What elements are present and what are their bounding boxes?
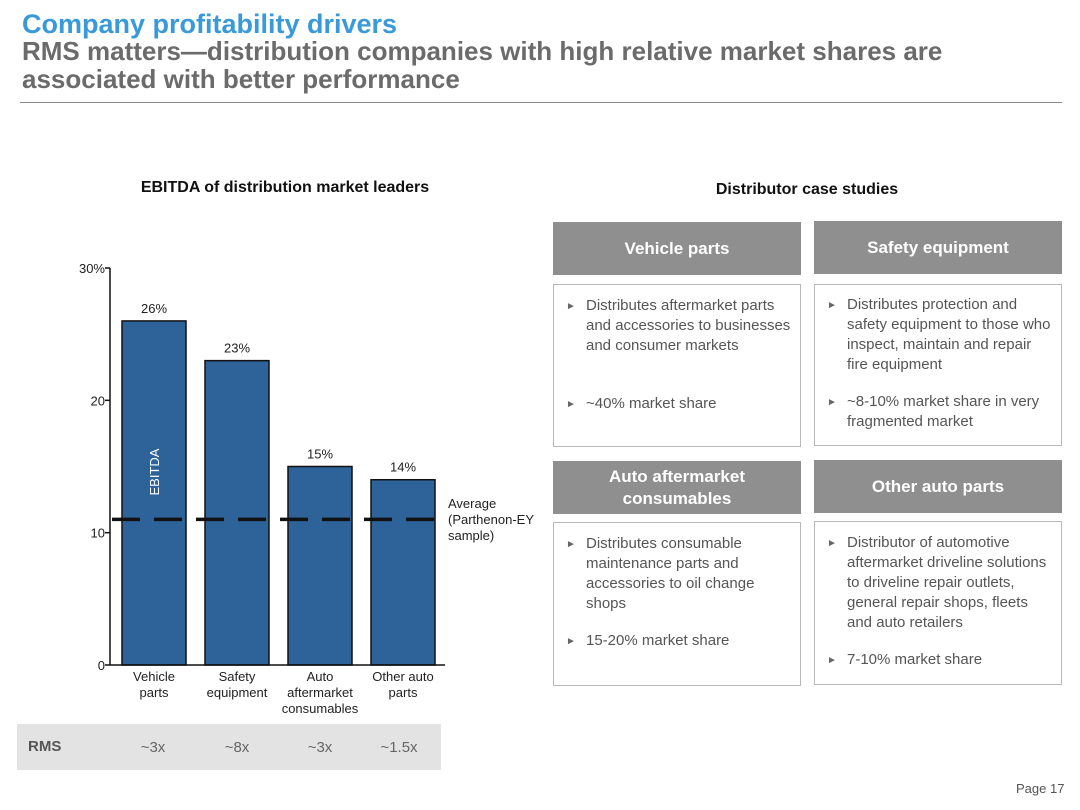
average-label: Average (Parthenon-EY sample) (448, 496, 534, 543)
page-title: Company profitability drivers (22, 9, 398, 39)
rms-band (17, 724, 441, 770)
data-label: 26% (141, 301, 167, 316)
triangle-right-icon: ► (827, 538, 837, 549)
x-tick-label: Auto aftermarket consumables (282, 669, 359, 716)
y-tick-label: 0 (98, 658, 105, 673)
case-header-auto-aftermarket-consumables: Auto aftermarket consumables (553, 461, 801, 514)
triangle-right-icon: ► (827, 655, 837, 666)
triangle-right-icon: ► (566, 539, 576, 550)
case-header-vehicle-parts: Vehicle parts (553, 222, 801, 275)
data-label: 15% (307, 447, 333, 462)
case-bullet: ► Distributes aftermarket parts and acce… (566, 297, 791, 354)
triangle-right-icon: ► (566, 399, 576, 410)
case-bullet: ► 7-10% market share (827, 650, 1055, 670)
x-tick-label: Vehicle parts (133, 669, 175, 700)
triangle-right-icon: ► (827, 397, 837, 408)
rms-value: ~3x (307, 739, 333, 756)
page-subtitle: RMS matters—distribution companies with … (22, 36, 943, 94)
case-bullet: ► ~8-10% market share in very fragmented… (827, 393, 1040, 430)
rms-value: ~8x (224, 739, 250, 756)
case-bullet: ► ~40% market share (566, 394, 794, 414)
case-bullet: ► Distributes protection and safety equi… (827, 296, 1051, 373)
triangle-right-icon: ► (827, 300, 837, 311)
case-bullet: ► 15-20% market share (566, 631, 794, 651)
rms-value: ~3x (140, 739, 166, 756)
chart-title: EBITDA of distribution market leaders (140, 179, 430, 196)
title-divider (20, 102, 1062, 103)
triangle-right-icon: ► (566, 301, 576, 312)
case-header-other-auto-parts: Other auto parts (814, 460, 1062, 513)
case-header-safety-equipment: Safety equipment (814, 221, 1062, 274)
y-tick-label: 30% (79, 261, 105, 276)
bar (121, 320, 187, 666)
data-label: 23% (224, 341, 250, 356)
bar (287, 465, 353, 666)
case-bullet: ► Distributor of automotive aftermarket … (827, 534, 1047, 631)
case-box-other-auto-parts: ► Distributor of automotive aftermarket … (814, 521, 1062, 685)
x-tick-label: Safety equipment (207, 669, 268, 700)
x-tick-label: Other auto parts (372, 669, 433, 700)
data-label: 14% (390, 460, 416, 475)
case-box-vehicle-parts: ► Distributes aftermarket parts and acce… (553, 284, 801, 447)
case-box-auto-aftermarket-consumables: ► Distributes consumable maintenance par… (553, 522, 801, 686)
triangle-right-icon: ► (566, 636, 576, 647)
y-tick-label: 20 (91, 393, 105, 408)
page-number: Page 17 (1016, 781, 1065, 796)
y-axis-label: EBITDA (147, 448, 162, 495)
y-tick-label: 10 (91, 526, 105, 541)
rms-label: RMS (28, 738, 62, 755)
rms-value: ~1.5x (380, 739, 418, 756)
case-studies-title: Distributor case studies (715, 181, 899, 198)
case-bullet: ► Distributes consumable maintenance par… (566, 535, 755, 612)
bar (370, 478, 436, 666)
case-box-safety-equipment: ► Distributes protection and safety equi… (814, 284, 1062, 446)
bar (204, 359, 270, 666)
